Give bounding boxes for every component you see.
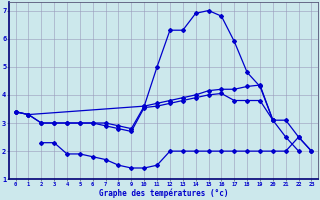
X-axis label: Graphe des températures (°c): Graphe des températures (°c) bbox=[99, 188, 228, 198]
